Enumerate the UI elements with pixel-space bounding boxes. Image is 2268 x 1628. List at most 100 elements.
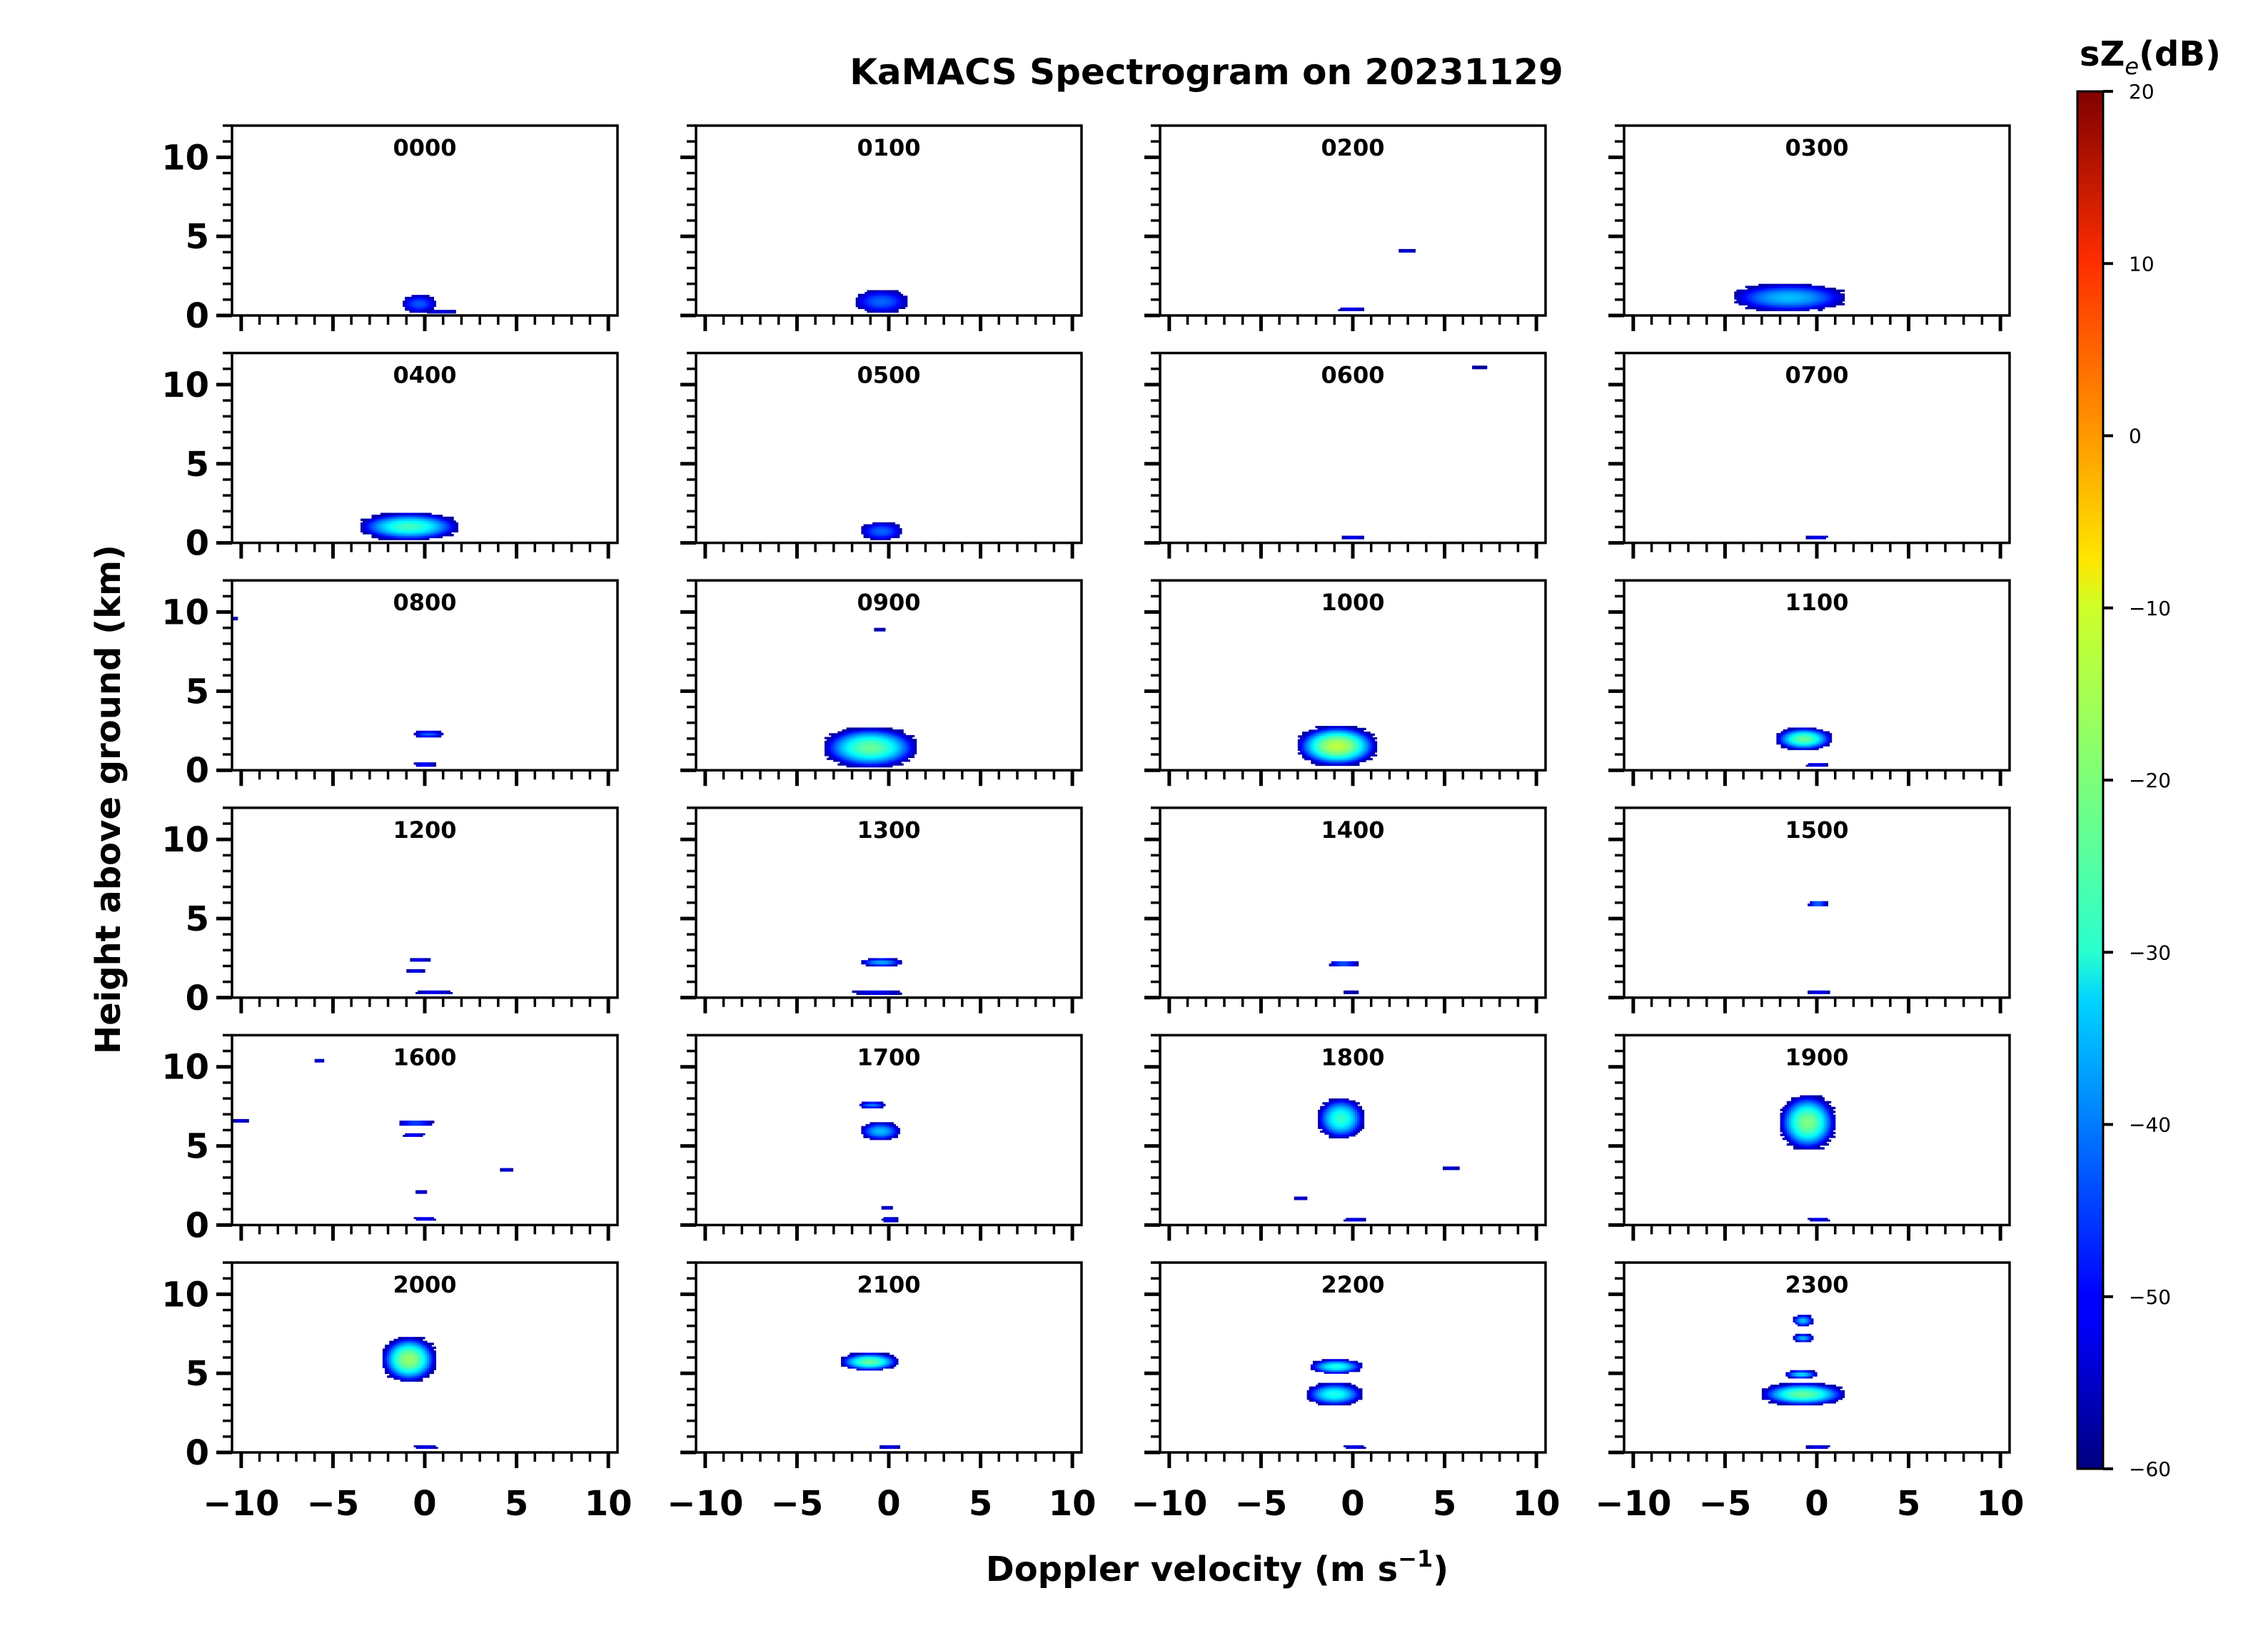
spectral-cell <box>427 1121 430 1123</box>
spectral-cell <box>1304 756 1307 759</box>
spectral-cell <box>873 299 877 302</box>
spectral-cell <box>879 733 882 736</box>
spectral-cell <box>1840 297 1843 300</box>
y-tick-label: 5 <box>186 445 209 485</box>
spectral-cell <box>1346 742 1349 746</box>
spectral-cell <box>877 752 880 754</box>
spectral-cell <box>892 737 895 739</box>
spectral-cell <box>363 528 366 531</box>
spectral-cell <box>867 958 871 961</box>
spectral-cell <box>438 516 441 520</box>
spectral-cell <box>889 299 892 302</box>
spectral-cell <box>887 754 891 757</box>
spectral-cell <box>1309 732 1311 734</box>
spectral-cell <box>424 535 428 539</box>
spectral-cell <box>883 524 887 527</box>
spectral-cell <box>884 1124 887 1127</box>
spectral-cell <box>1364 744 1366 747</box>
spectral-cell <box>407 518 410 521</box>
spectral-cell <box>1793 289 1797 292</box>
spectral-cell <box>453 526 456 529</box>
spectral-cell <box>1785 746 1788 749</box>
spectral-cell <box>848 759 852 762</box>
spectral-cell <box>1364 752 1366 755</box>
spectral-cell <box>1317 762 1321 764</box>
spectral-cell <box>889 731 893 734</box>
spectral-cell <box>1792 740 1795 743</box>
y-ticks <box>1608 351 1624 545</box>
spectral-cell <box>376 520 379 523</box>
spectral-cell <box>874 627 877 630</box>
spectral-cell <box>903 739 906 742</box>
spectral-cell <box>1791 285 1795 288</box>
spectral-cell <box>411 303 415 305</box>
spectral-cell <box>857 731 860 734</box>
spectral-cell <box>897 535 900 538</box>
spectral-cell <box>1331 961 1334 964</box>
spectral-cell <box>1359 727 1362 730</box>
panel-data <box>1297 726 1378 767</box>
spectral-cell <box>1807 293 1810 296</box>
spectral-cell <box>1758 297 1761 300</box>
spectral-cell <box>867 299 870 302</box>
spectral-cell <box>869 293 872 296</box>
spectral-cell <box>419 959 422 962</box>
spectral-cell <box>912 754 915 757</box>
spectral-cell <box>1756 307 1759 310</box>
spectral-cell <box>1760 283 1763 286</box>
echo-region <box>399 1121 435 1126</box>
spectral-cell <box>852 737 856 739</box>
spectral-cell <box>1811 738 1815 742</box>
spectral-cell <box>393 522 397 525</box>
spectral-cell <box>424 530 428 532</box>
spectral-cell <box>393 535 397 539</box>
spectral-cell <box>421 959 424 962</box>
spectral-cell <box>385 522 388 525</box>
spectral-cell <box>1796 746 1799 749</box>
spectral-cell <box>889 1220 892 1223</box>
spectral-cell <box>1769 293 1773 296</box>
spectral-cell <box>844 763 847 766</box>
echo-region <box>1808 901 1828 906</box>
spectral-cell <box>1814 764 1818 767</box>
spectral-cell <box>1800 283 1803 286</box>
spectral-cell <box>882 310 885 313</box>
spectral-cell <box>1359 754 1362 757</box>
spectral-cell <box>887 729 891 732</box>
spectral-cell <box>440 732 444 736</box>
spectral-cell <box>880 1126 883 1128</box>
spectral-cell <box>1478 367 1481 370</box>
spectral-cell <box>413 532 416 535</box>
echo-region <box>413 1217 436 1221</box>
spectral-cell <box>1756 288 1759 290</box>
spectral-cell <box>1752 297 1755 300</box>
spectral-cell <box>433 300 436 303</box>
spectral-cell <box>1328 763 1331 767</box>
spectral-cell <box>842 761 845 764</box>
spectral-cell <box>1813 291 1817 294</box>
panel-data <box>406 958 453 994</box>
spectral-cell <box>892 748 895 751</box>
spectral-cell <box>1309 748 1311 751</box>
spectral-cell <box>365 524 368 527</box>
spectral-cell <box>844 757 847 760</box>
spectral-cell <box>1829 737 1833 739</box>
spectral-cell <box>1802 307 1805 310</box>
spectral-cell <box>1738 291 1742 294</box>
spectral-cell <box>901 734 904 738</box>
spectral-cell <box>877 746 880 749</box>
spectral-cell <box>892 740 895 743</box>
spectral-cell <box>1787 288 1790 290</box>
spectral-cell <box>1366 737 1369 740</box>
spectral-cell <box>391 535 395 539</box>
spectral-cell <box>1813 289 1817 292</box>
spectral-cell <box>1778 734 1782 737</box>
spectral-cell <box>1321 747 1325 749</box>
spectral-cell <box>1811 727 1815 730</box>
panel-label: 1200 <box>393 816 456 844</box>
spectral-cell <box>1335 1113 1339 1116</box>
spectral-cell <box>889 290 892 293</box>
spectral-cell <box>429 764 432 767</box>
spectral-cell <box>431 516 434 520</box>
spectral-cell <box>431 520 434 523</box>
